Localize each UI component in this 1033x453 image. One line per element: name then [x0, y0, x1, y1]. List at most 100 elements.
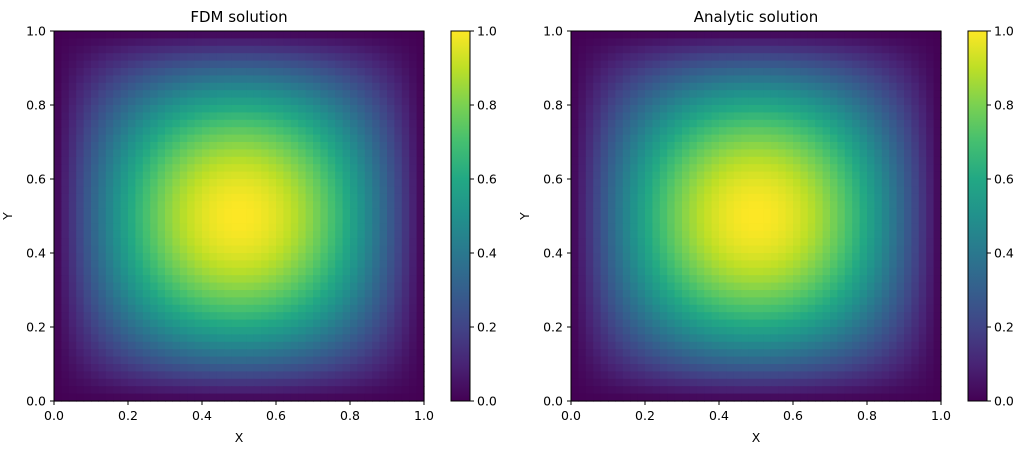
heatmap-cell — [830, 186, 838, 195]
heatmap-cell — [689, 216, 698, 224]
heatmap-cell — [874, 134, 883, 143]
heatmap-cell — [645, 386, 653, 395]
heatmap-cell — [231, 90, 240, 99]
heatmap-cell — [165, 349, 173, 358]
heatmap-cell — [54, 82, 62, 91]
heatmap-cell — [54, 364, 62, 372]
heatmap-cell — [172, 275, 181, 284]
heatmap-cell — [674, 297, 683, 306]
heatmap-cell — [763, 179, 772, 187]
heatmap-cell — [793, 31, 801, 39]
heatmap-cell — [615, 201, 624, 210]
heatmap-cell — [785, 134, 794, 143]
heatmap-cell — [142, 31, 151, 39]
heatmap-cell — [615, 356, 624, 365]
heatmap-cell — [918, 82, 927, 91]
heatmap-cell — [98, 312, 107, 321]
heatmap-cell — [867, 312, 875, 321]
heatmap-cell — [216, 156, 225, 165]
heatmap-cell — [401, 201, 410, 210]
heatmap-cell — [298, 68, 307, 76]
heatmap-cell — [667, 386, 676, 395]
heatmap-cell — [105, 364, 114, 372]
heatmap-cell — [911, 327, 920, 335]
heatmap-cell — [696, 149, 705, 158]
heatmap-cell — [637, 105, 646, 113]
heatmap-cell — [387, 164, 395, 173]
heatmap-cell — [667, 260, 676, 269]
heatmap-cell — [593, 119, 602, 128]
heatmap-cell — [313, 371, 321, 380]
heatmap-cell — [357, 97, 366, 106]
heatmap-cell — [128, 127, 136, 136]
heatmap-cell — [387, 319, 395, 328]
heatmap-cell — [785, 31, 794, 39]
heatmap-cell — [157, 97, 166, 106]
heatmap-cell — [276, 53, 284, 62]
heatmap-cell — [682, 186, 690, 195]
heatmap-cell — [401, 53, 410, 62]
heatmap-cell — [844, 193, 853, 202]
heatmap-cell — [305, 171, 314, 180]
heatmap-cell — [704, 127, 713, 136]
heatmap-cell — [172, 164, 181, 173]
heatmap-cell — [571, 105, 579, 113]
heatmap-cell — [172, 45, 181, 54]
chart-title: FDM solution — [190, 8, 287, 26]
heatmap-cell — [859, 230, 868, 239]
heatmap-cell — [711, 319, 720, 328]
heatmap-cell — [290, 312, 299, 321]
heatmap-cell — [711, 230, 720, 239]
heatmap-cell — [911, 319, 920, 328]
heatmap-cell — [741, 105, 750, 113]
heatmap-cell — [682, 142, 690, 150]
heatmap-cell — [622, 253, 631, 261]
heatmap-cell — [807, 75, 816, 84]
heatmap-cell — [416, 275, 425, 284]
heatmap-cell — [320, 82, 329, 91]
heatmap-cell — [881, 327, 890, 335]
heatmap-cell — [704, 134, 713, 143]
heatmap-cell — [763, 53, 772, 62]
heatmap-cell — [696, 45, 705, 54]
heatmap-cell — [342, 364, 351, 372]
heatmap-cell — [889, 356, 898, 365]
heatmap-cell — [704, 260, 713, 269]
heatmap-cell — [815, 164, 824, 173]
heatmap-cell — [387, 201, 395, 210]
heatmap-cell — [637, 186, 646, 195]
heatmap-cell — [630, 245, 639, 254]
heatmap-cell — [867, 223, 875, 232]
heatmap-cell — [357, 297, 366, 306]
heatmap-cell — [364, 341, 373, 350]
heatmap-cell — [142, 112, 151, 121]
heatmap-cell — [105, 386, 114, 395]
heatmap-cell — [120, 142, 129, 150]
heatmap-cell — [652, 75, 661, 84]
heatmap-cell — [335, 38, 344, 47]
heatmap-cell — [394, 208, 403, 217]
heatmap-cell — [896, 149, 905, 158]
heatmap-cell — [172, 334, 181, 343]
heatmap-cell — [756, 171, 764, 180]
heatmap-cell — [261, 238, 270, 247]
heatmap-cell — [608, 275, 616, 284]
heatmap-cell — [652, 230, 661, 239]
heatmap-cell — [859, 149, 868, 158]
heatmap-cell — [253, 260, 262, 269]
heatmap-cell — [571, 134, 579, 143]
heatmap-cell — [859, 319, 868, 328]
heatmap-cell — [98, 327, 107, 335]
heatmap-cell — [600, 282, 609, 291]
heatmap-cell — [793, 371, 801, 380]
heatmap-cell — [142, 275, 151, 284]
heatmap-cell — [379, 378, 388, 387]
heatmap-cell — [630, 171, 639, 180]
heatmap-cell — [157, 364, 166, 372]
heatmap-cell — [844, 186, 853, 195]
heatmap-cell — [239, 45, 247, 54]
heatmap-cell — [608, 75, 616, 84]
heatmap-cell — [608, 127, 616, 136]
heatmap-cell — [741, 119, 750, 128]
heatmap-cell — [202, 112, 210, 121]
